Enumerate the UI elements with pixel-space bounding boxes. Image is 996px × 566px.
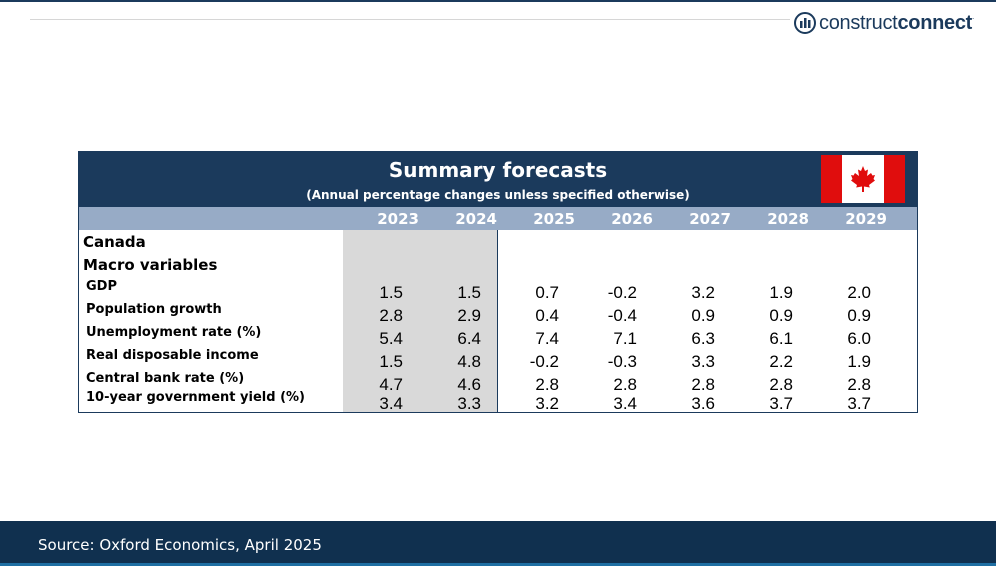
row-label: Population growth [86, 302, 222, 317]
table-subtitle: (Annual percentage changes unless specif… [306, 188, 690, 202]
table-cell: 2.8 [847, 375, 871, 394]
year-header: 2027 [689, 210, 731, 228]
table-row: 10-year government yield (%) 3.4 3.3 3.2… [79, 390, 917, 413]
year-header: 2025 [533, 210, 575, 228]
table-cell: 7.1 [613, 329, 637, 348]
table-cell: 2.8 [379, 306, 403, 325]
logo-registered-mark: . [972, 11, 974, 21]
actuals-divider [497, 230, 498, 412]
table-row: Population growth 2.8 2.9 0.4 -0.4 0.9 0… [79, 302, 917, 325]
section-country: Canada [83, 233, 146, 251]
year-header: 2026 [611, 210, 653, 228]
row-label: GDP [86, 279, 117, 294]
table-cell: 3.2 [691, 283, 715, 302]
table-cell: 2.2 [769, 352, 793, 371]
table-row: Real disposable income 1.5 4.8 -0.2 -0.3… [79, 348, 917, 371]
table-cell: 2.8 [691, 375, 715, 394]
table-cell: 1.5 [379, 352, 403, 371]
header-rule [30, 19, 790, 20]
table-cell: 3.7 [769, 394, 793, 413]
table-cell: 6.0 [847, 329, 871, 348]
constructconnect-logo: constructconnect. [794, 10, 974, 36]
summary-forecasts-table: Summary forecasts (Annual percentage cha… [78, 151, 918, 413]
table-cell: 1.9 [847, 352, 871, 371]
table-cell: 3.3 [691, 352, 715, 371]
table-cell: 3.7 [847, 394, 871, 413]
table-title: Summary forecasts [388, 158, 608, 182]
table-cell: 6.4 [457, 329, 481, 348]
table-cell: -0.2 [607, 283, 637, 302]
table-cell: 3.6 [691, 394, 715, 413]
source-note: Source: Oxford Economics, April 2025 [38, 536, 322, 554]
table-cell: 3.4 [379, 394, 403, 413]
logo-wordmark: constructconnect. [819, 12, 974, 35]
table-cell: 7.4 [535, 329, 559, 348]
table-cell: 0.9 [691, 306, 715, 325]
year-header: 2023 [377, 210, 419, 228]
table-cell: 2.8 [769, 375, 793, 394]
table-row: Central bank rate (%) 4.7 4.6 2.8 2.8 2.… [79, 371, 917, 394]
table-cell: 0.9 [769, 306, 793, 325]
table-row: Unemployment rate (%) 5.4 6.4 7.4 7.1 6.… [79, 325, 917, 348]
table-cell: 3.4 [613, 394, 637, 413]
maple-leaf-icon [851, 166, 875, 192]
year-header: 2029 [845, 210, 887, 228]
section-group: Macro variables [83, 256, 218, 274]
footer-accent-line [0, 563, 996, 566]
top-rule [0, 0, 996, 2]
table-cell: -0.3 [607, 352, 637, 371]
table-cell: 4.6 [457, 375, 481, 394]
table-title-band: Summary forecasts (Annual percentage cha… [79, 152, 917, 207]
table-cell: 5.4 [379, 329, 403, 348]
row-label: Unemployment rate (%) [86, 325, 262, 340]
table-cell: 4.8 [457, 352, 481, 371]
row-label: Real disposable income [86, 348, 259, 363]
table-cell: 2.8 [613, 375, 637, 394]
row-label: Central bank rate (%) [86, 371, 245, 386]
year-header-row: 2023 2024 2025 2026 2027 2028 2029 [79, 207, 917, 230]
table-cell: 0.4 [535, 306, 559, 325]
table-cell: 1.5 [379, 283, 403, 302]
table-cell: 4.7 [379, 375, 403, 394]
year-header: 2028 [767, 210, 809, 228]
table-cell: 6.3 [691, 329, 715, 348]
logo-word-bold: connect [897, 11, 973, 34]
table-cell: 2.0 [847, 283, 871, 302]
table-cell: 2.9 [457, 306, 481, 325]
table-cell: 3.2 [535, 394, 559, 413]
table-cell: 0.9 [847, 306, 871, 325]
year-header: 2024 [455, 210, 497, 228]
table-cell: 2.8 [535, 375, 559, 394]
table-cell: -0.4 [607, 306, 637, 325]
table-cell: -0.2 [529, 352, 559, 371]
footer-bar: Source: Oxford Economics, April 2025 [0, 521, 996, 566]
canada-flag-icon [821, 155, 905, 203]
logo-word-light: construct [819, 11, 898, 34]
row-label: 10-year government yield (%) [86, 390, 305, 405]
table-cell: 6.1 [769, 329, 793, 348]
table-row: GDP 1.5 1.5 0.7 -0.2 3.2 1.9 2.0 [79, 279, 917, 302]
logo-mark-icon [794, 12, 816, 34]
table-cell: 0.7 [535, 283, 559, 302]
table-cell: 3.3 [457, 394, 481, 413]
table-cell: 1.5 [457, 283, 481, 302]
actuals-shading [343, 230, 497, 412]
table-cell: 1.9 [769, 283, 793, 302]
